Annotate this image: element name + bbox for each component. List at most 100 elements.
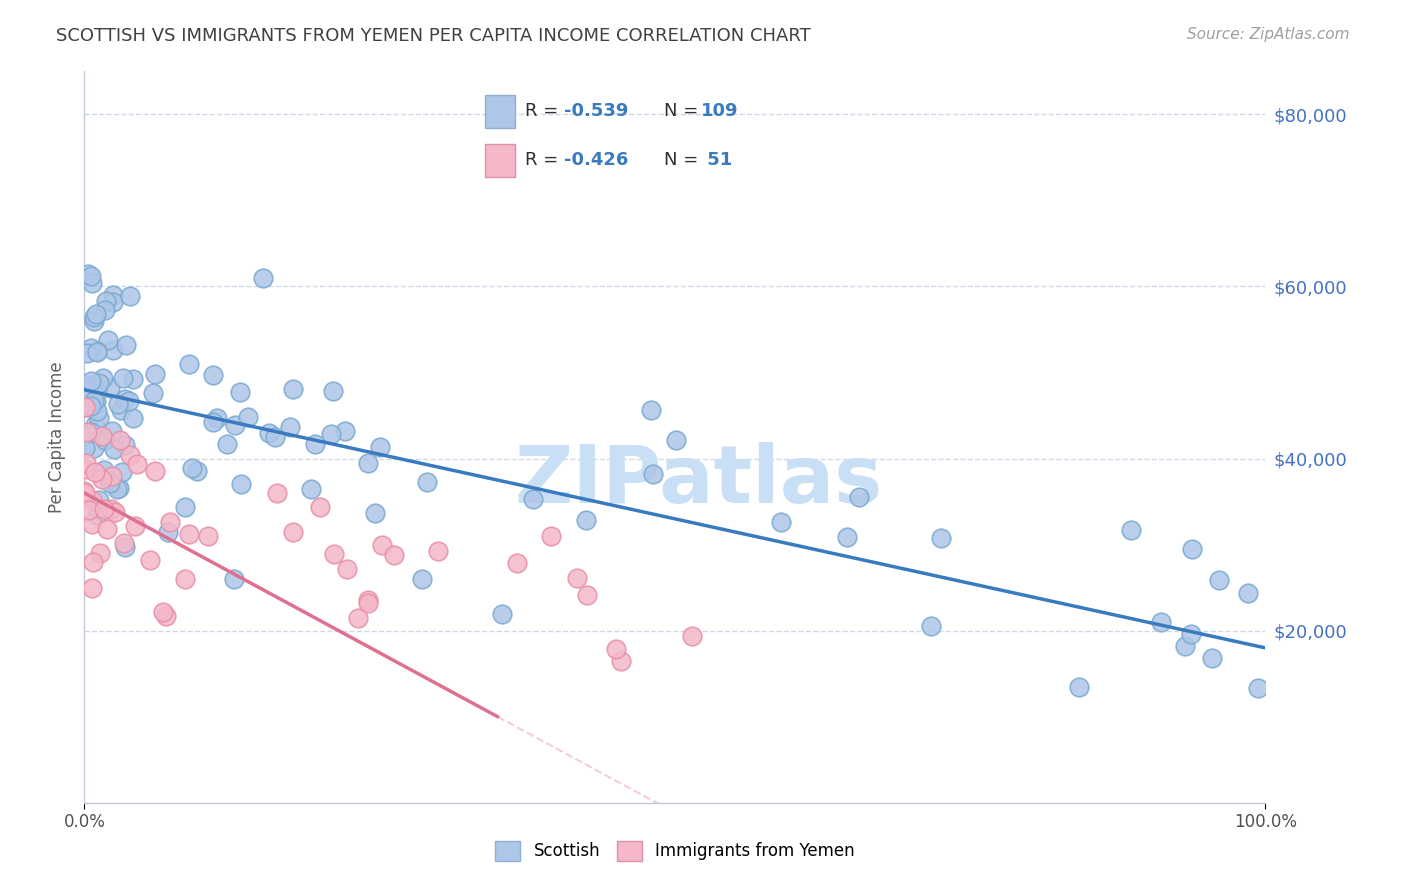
- Point: [100, 502, 122, 516]
- Point: [73, 400, 96, 414]
- Point: [101, 288, 124, 302]
- Point: [1208, 573, 1230, 587]
- Point: [94, 293, 117, 308]
- Point: [83, 465, 105, 479]
- Point: [322, 384, 344, 398]
- Point: [94, 434, 117, 448]
- Point: [105, 483, 128, 497]
- Point: [115, 338, 138, 352]
- Point: [1149, 615, 1171, 629]
- Point: [770, 515, 793, 529]
- Point: [155, 608, 177, 623]
- Point: [77, 268, 100, 282]
- Point: [80, 581, 103, 595]
- Point: [283, 382, 305, 396]
- Point: [427, 544, 450, 558]
- Point: [87, 376, 110, 391]
- Point: [252, 270, 274, 285]
- Point: [76, 425, 98, 439]
- Point: [80, 425, 103, 439]
- Point: [73, 377, 96, 392]
- Point: [202, 415, 225, 429]
- Point: [201, 368, 224, 382]
- Point: [1181, 542, 1204, 557]
- Point: [837, 530, 859, 544]
- Point: [567, 571, 589, 585]
- Point: [77, 392, 100, 407]
- Point: [103, 442, 125, 456]
- Point: [89, 492, 111, 507]
- Point: [101, 295, 124, 310]
- Point: [304, 436, 326, 450]
- Point: [1174, 640, 1197, 654]
- Point: [86, 383, 108, 397]
- Point: [415, 475, 437, 490]
- Point: [86, 344, 108, 359]
- Point: [156, 524, 179, 539]
- Point: [96, 522, 118, 536]
- Point: [83, 394, 105, 409]
- Point: [1180, 626, 1202, 640]
- Point: [112, 370, 135, 384]
- Point: [112, 536, 135, 550]
- Bar: [485, 144, 515, 177]
- Point: [152, 605, 174, 619]
- Point: [491, 607, 513, 621]
- Point: [108, 481, 131, 495]
- Point: [605, 641, 627, 656]
- Text: ZIPatlas: ZIPatlas: [515, 442, 883, 520]
- Point: [125, 457, 148, 471]
- Point: [370, 538, 392, 552]
- Point: [120, 448, 142, 462]
- Point: [97, 333, 120, 347]
- Point: [1246, 681, 1268, 695]
- Text: R =: R =: [526, 151, 564, 169]
- Point: [101, 468, 124, 483]
- Point: [229, 385, 252, 400]
- Point: [80, 268, 103, 283]
- Point: [93, 371, 115, 385]
- Point: [91, 428, 114, 442]
- Point: [84, 393, 107, 408]
- Point: [1236, 586, 1258, 600]
- Legend: Scottish, Immigrants from Yemen: Scottish, Immigrants from Yemen: [488, 834, 862, 868]
- Text: SCOTTISH VS IMMIGRANTS FROM YEMEN PER CAPITA INCOME CORRELATION CHART: SCOTTISH VS IMMIGRANTS FROM YEMEN PER CA…: [56, 27, 811, 45]
- Point: [357, 592, 380, 607]
- Text: 109: 109: [700, 103, 738, 120]
- Point: [73, 483, 96, 498]
- Point: [224, 572, 246, 586]
- Point: [75, 384, 97, 399]
- Point: [94, 303, 117, 318]
- Point: [79, 341, 101, 355]
- Point: [319, 427, 342, 442]
- Point: [120, 288, 142, 302]
- Point: [104, 505, 127, 519]
- Point: [231, 476, 253, 491]
- Point: [75, 398, 97, 412]
- Point: [323, 547, 346, 561]
- Point: [283, 524, 305, 539]
- Point: [215, 436, 238, 450]
- Point: [641, 467, 664, 482]
- Point: [83, 441, 105, 455]
- Point: [142, 386, 165, 401]
- Point: [363, 506, 385, 520]
- Point: [929, 531, 952, 545]
- Point: [82, 555, 104, 569]
- Point: [177, 357, 200, 371]
- Point: [98, 381, 121, 395]
- Point: [111, 465, 134, 479]
- Point: [75, 382, 97, 396]
- Point: [82, 517, 104, 532]
- Point: [173, 500, 195, 515]
- Point: [682, 629, 704, 643]
- Point: [82, 277, 104, 291]
- Point: [506, 556, 529, 570]
- Point: [122, 371, 145, 385]
- Point: [87, 411, 110, 425]
- Text: N =: N =: [664, 103, 703, 120]
- Point: [98, 476, 121, 491]
- Point: [236, 409, 259, 424]
- Point: [1201, 650, 1223, 665]
- Point: [76, 346, 98, 360]
